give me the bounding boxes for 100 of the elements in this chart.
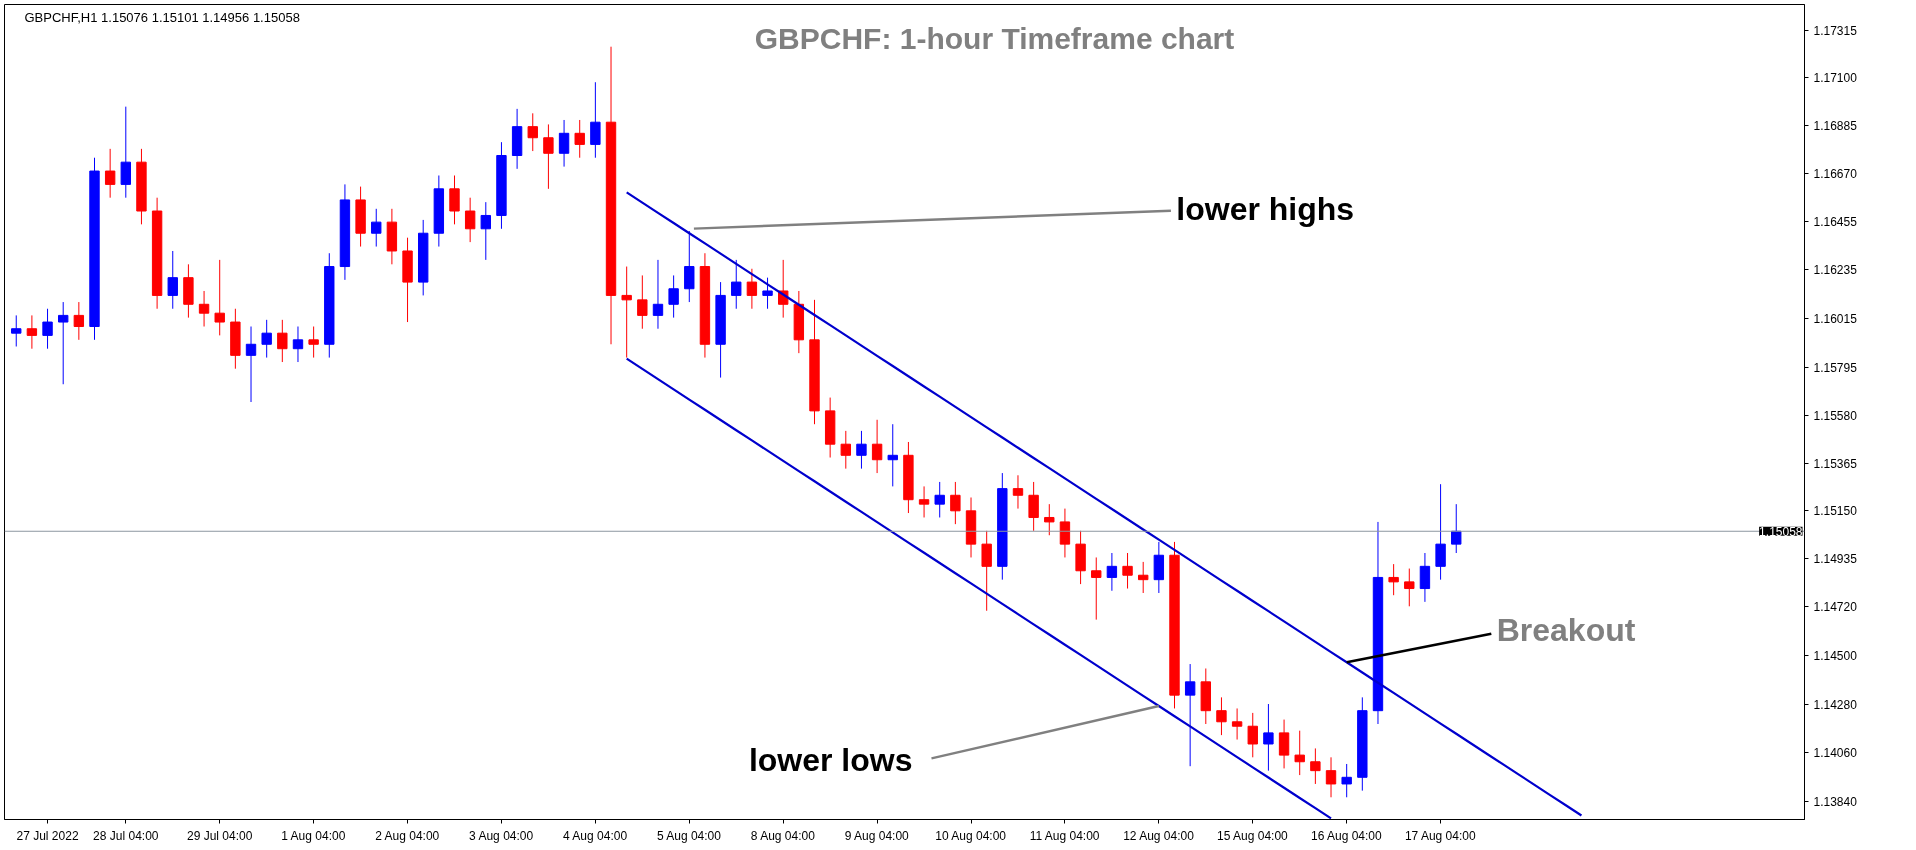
- candlestick: [527, 112, 538, 152]
- candlestick: [558, 119, 570, 168]
- candlestick: [73, 301, 85, 341]
- candlestick: [668, 274, 679, 319]
- candlestick: [762, 277, 773, 310]
- candlestick: [277, 319, 288, 363]
- candlestick: [1059, 508, 1071, 558]
- candlestick: [950, 481, 961, 525]
- candlestick: [1044, 503, 1055, 536]
- x-tick-label: 8 Aug 04:00: [750, 828, 816, 843]
- candlestick: [840, 430, 851, 470]
- y-tick-label: 1.15580: [1813, 408, 1858, 423]
- ref-line-label: 1.15058: [1759, 524, 1803, 539]
- y-tick-label: 1.16455: [1813, 214, 1858, 229]
- candlestick: [981, 530, 992, 612]
- y-tick-label: 1.15150: [1813, 504, 1858, 519]
- candlestick: [1451, 503, 1462, 554]
- candlestick: [214, 259, 225, 336]
- candlestick: [1091, 556, 1102, 621]
- line-series: [625, 357, 1333, 820]
- x-tick-label: 11 Aug 04:00: [1029, 828, 1100, 843]
- candlestick: [1247, 712, 1258, 758]
- candlestick: [1310, 747, 1321, 785]
- candlestick: [856, 430, 867, 470]
- y-tick-label: 1.14500: [1813, 648, 1858, 663]
- candlestick: [1138, 561, 1149, 594]
- candlestick: [120, 106, 131, 199]
- candlestick: [245, 326, 257, 403]
- candlestick: [167, 250, 178, 310]
- x-tick-label: 17 Aug 04:00: [1404, 828, 1476, 843]
- candlestick: [58, 301, 69, 385]
- x-tick-label: 4 Aug 04:00: [563, 828, 628, 843]
- candlestick: [308, 326, 319, 359]
- candlestick: [918, 485, 930, 518]
- candlestick: [11, 314, 22, 347]
- candlestick: [934, 481, 945, 518]
- candlestick: [1012, 474, 1024, 510]
- candlestick: [371, 208, 382, 248]
- candlestick: [292, 326, 304, 363]
- x-tick-label: 15 Aug 04:00: [1217, 828, 1289, 843]
- x-tick-label: 27 Jul 2022: [16, 828, 79, 843]
- x-tick-label: 29 Jul 04:00: [187, 828, 253, 843]
- candlestick: [543, 123, 554, 190]
- candlestick: [684, 230, 695, 303]
- candlestick: [42, 308, 53, 350]
- candlestick: [887, 423, 898, 487]
- candlestick: [1106, 552, 1118, 592]
- x-tick-label: 12 Aug 04:00: [1123, 828, 1195, 843]
- y-tick-label: 1.14060: [1813, 746, 1858, 761]
- x-tick-label: 1 Aug 04:00: [281, 828, 346, 843]
- chart-subtitle: GBPCHF,H1 1.15076 1.15101 1.14956 1.15058: [24, 9, 300, 25]
- candlestick: [731, 259, 742, 310]
- y-tick-label: 1.15795: [1813, 361, 1858, 376]
- candlestick: [574, 119, 585, 159]
- candlestick: [1278, 719, 1290, 769]
- y-tick-label: 1.16670: [1813, 166, 1858, 181]
- candlestick: [1435, 483, 1446, 581]
- candlestick: [621, 266, 632, 359]
- candlestick: [1388, 563, 1399, 596]
- x-tick-label: 9 Aug 04:00: [844, 828, 910, 843]
- candlestick: [464, 197, 476, 243]
- candlestick: [1231, 707, 1243, 741]
- candlestick: [1122, 552, 1133, 590]
- y-tick-label: 1.16885: [1813, 119, 1858, 134]
- y-tick-label: 1.14720: [1813, 599, 1858, 614]
- candlestick: [480, 201, 491, 261]
- y-tick-label: 1.15365: [1813, 456, 1858, 471]
- candlestick: [1341, 763, 1352, 798]
- candlestick: [637, 274, 648, 330]
- text: GBPCHF: 1-hour Timeframe chart: [754, 21, 1235, 55]
- candlestick: [1263, 703, 1274, 772]
- candlestick: [590, 81, 601, 159]
- annotation: lower highs: [1176, 191, 1355, 228]
- annotation: Breakout: [1496, 612, 1636, 649]
- x-tick-label: 3 Aug 04:00: [469, 828, 534, 843]
- candlestick: [746, 268, 758, 310]
- x-tick-label: 10 Aug 04:00: [935, 828, 1007, 843]
- candlestick: [198, 290, 210, 327]
- x-tick-label: 2 Aug 04:00: [375, 828, 440, 843]
- annotation: lower lows: [748, 742, 913, 779]
- candlestick: [1294, 730, 1305, 776]
- y-tick-label: 1.17100: [1813, 71, 1858, 86]
- y-tick-label: 1.16015: [1813, 312, 1858, 327]
- candlestick: [1419, 552, 1431, 603]
- y-tick-label: 1.17315: [1813, 23, 1858, 38]
- candlestick: [652, 259, 664, 330]
- candlestick: [1216, 696, 1227, 736]
- x-tick-label: 28 Jul 04:00: [93, 828, 159, 843]
- candlestick: [261, 319, 272, 359]
- candlestick: [1184, 663, 1196, 767]
- candlestick: [1404, 568, 1415, 607]
- candlestick: [104, 148, 116, 199]
- y-tick-label: 1.14280: [1813, 697, 1858, 712]
- candlestick: [871, 419, 883, 474]
- y-tick-label: 1.14935: [1813, 552, 1858, 567]
- candlestick: [26, 314, 38, 350]
- x-tick-label: 5 Aug 04:00: [656, 828, 722, 843]
- candlestick: [1325, 756, 1337, 798]
- candlestick: [449, 174, 460, 225]
- y-tick-label: 1.13840: [1813, 795, 1858, 810]
